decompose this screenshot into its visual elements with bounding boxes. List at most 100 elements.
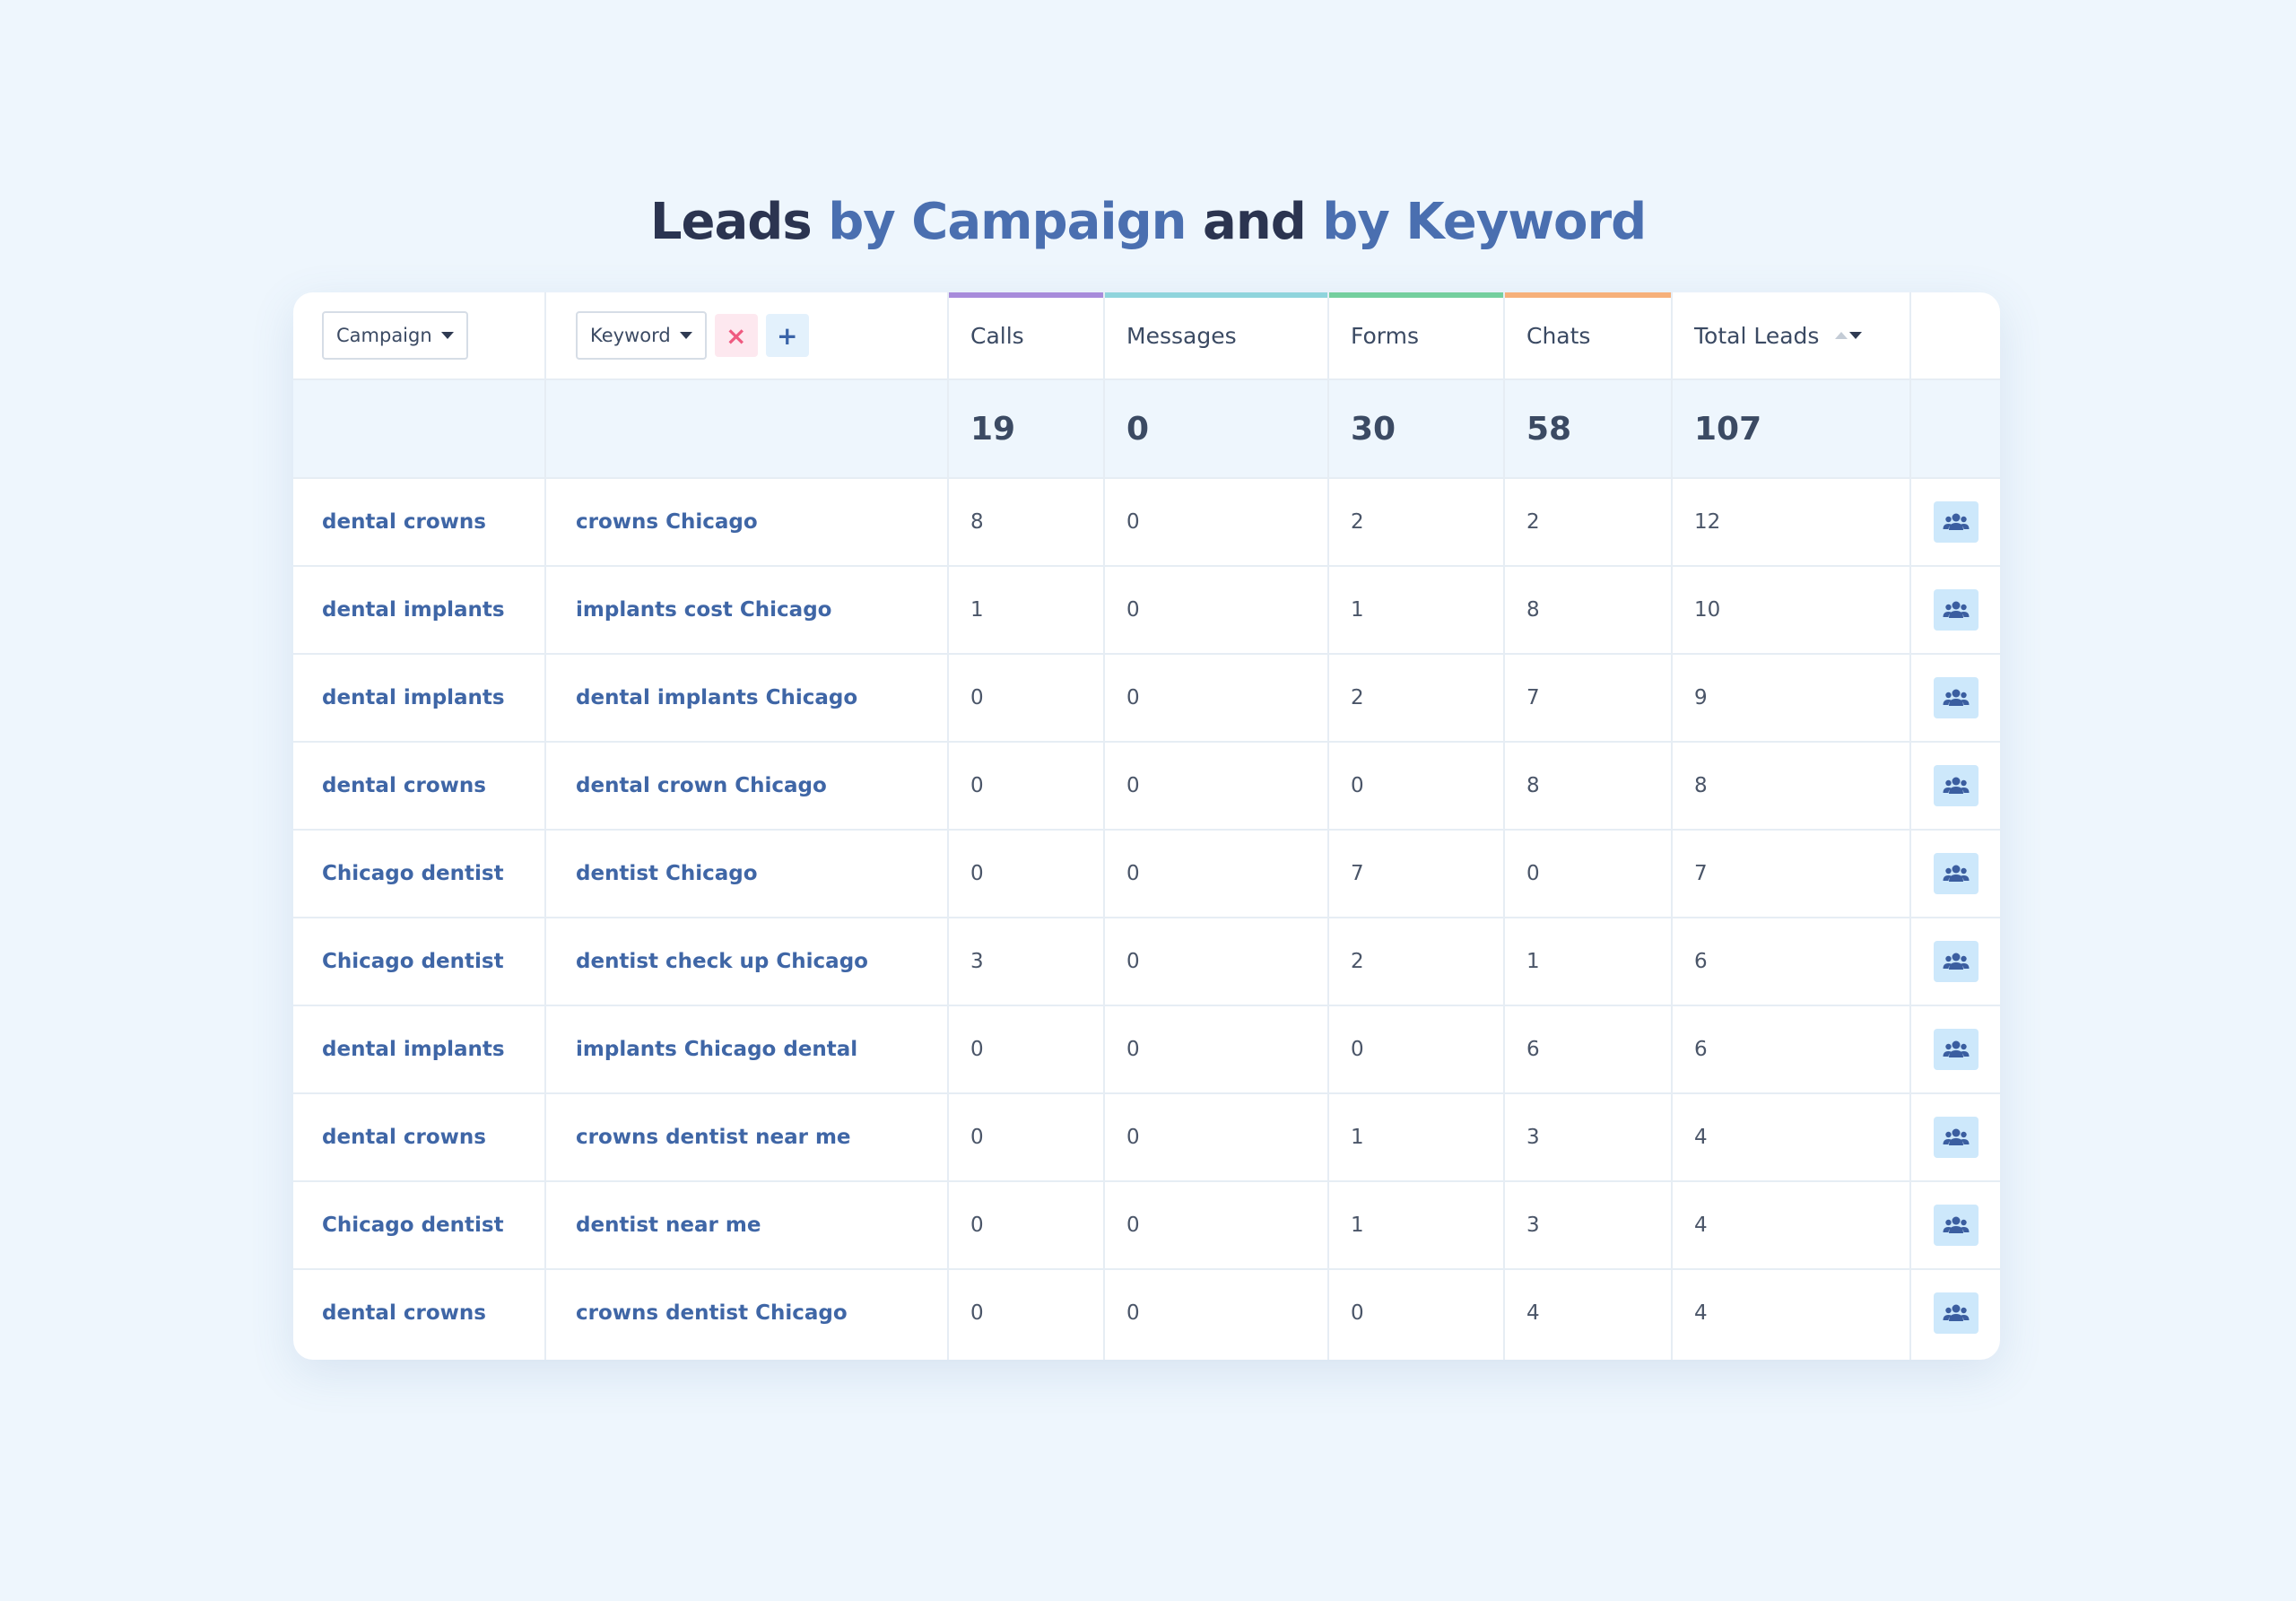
- calls-value: 1: [970, 598, 984, 622]
- campaign-link[interactable]: dental implants: [322, 1038, 505, 1061]
- campaign-link[interactable]: dental crowns: [322, 774, 486, 797]
- column-divider: [1103, 292, 1105, 1360]
- forms-value: 2: [1351, 510, 1364, 534]
- messages-value: 0: [1126, 510, 1140, 534]
- keyword-link[interactable]: dental crown Chicago: [576, 774, 827, 797]
- column-header-chats[interactable]: Chats: [1505, 292, 1673, 378]
- keyword-filter-cell: Keyword × +: [545, 292, 949, 378]
- forms-value: 2: [1351, 686, 1364, 709]
- table-row: Chicago dentist dentist Chicago 0 0 7 0 7: [293, 831, 2000, 918]
- users-icon-svg: [1943, 1216, 1969, 1233]
- total-leads-value: 6: [1694, 1038, 1708, 1061]
- table-row: dental crowns crowns dentist Chicago 0 0 0 4 4: [293, 1270, 2000, 1356]
- chats-value: 0: [1526, 862, 1540, 885]
- chats-value: 7: [1526, 686, 1540, 709]
- forms-accent-bar: [1329, 292, 1505, 298]
- column-header-calls[interactable]: Calls: [949, 292, 1105, 378]
- forms-value: 7: [1351, 862, 1364, 885]
- table-header: Campaign Keyword × + Calls Messages Form…: [293, 292, 2000, 380]
- users-icon-svg: [1943, 1040, 1969, 1057]
- campaign-link[interactable]: dental crowns: [322, 1301, 486, 1325]
- totals-row: 19 0 30 58 107: [293, 380, 2000, 479]
- campaign-link[interactable]: Chicago dentist: [322, 862, 504, 885]
- calls-value: 0: [970, 686, 984, 709]
- view-leads-button[interactable]: [1933, 853, 1979, 894]
- title-and: and: [1186, 193, 1323, 251]
- campaign-filter-cell: Campaign: [293, 292, 544, 378]
- view-leads-button[interactable]: [1933, 1117, 1979, 1158]
- column-divider: [947, 292, 949, 1360]
- row-action-cell: [1911, 1182, 2000, 1268]
- messages-value: 0: [1126, 1301, 1140, 1325]
- campaign-link[interactable]: dental crowns: [322, 1126, 486, 1149]
- users-icon: [1943, 600, 1970, 620]
- table-row: dental implants implants Chicago dental 0 0…: [293, 1006, 2000, 1094]
- calls-value: 0: [970, 1214, 984, 1237]
- messages-accent-bar: [1105, 292, 1329, 298]
- view-leads-button[interactable]: [1933, 677, 1979, 718]
- column-header-calls-label: Calls: [970, 322, 1024, 349]
- column-header-total-leads[interactable]: Total Leads: [1673, 292, 1911, 378]
- keyword-link[interactable]: crowns dentist near me: [576, 1126, 851, 1149]
- campaign-link[interactable]: dental crowns: [322, 510, 486, 534]
- chats-value: 1: [1526, 950, 1540, 973]
- keyword-link[interactable]: dentist near me: [576, 1214, 761, 1237]
- calls-value: 0: [970, 862, 984, 885]
- users-icon-svg: [1943, 953, 1969, 970]
- column-header-actions: [1911, 292, 2000, 378]
- campaign-dropdown[interactable]: Campaign: [322, 311, 468, 360]
- keyword-link[interactable]: crowns dentist Chicago: [576, 1301, 848, 1325]
- keyword-link[interactable]: dentist Chicago: [576, 862, 758, 885]
- view-leads-button[interactable]: [1933, 1205, 1979, 1246]
- keyword-link[interactable]: dental implants Chicago: [576, 686, 858, 709]
- total-leads-value: 9: [1694, 686, 1708, 709]
- totals-campaign-cell: [293, 380, 544, 477]
- chevron-down-icon: [679, 332, 692, 339]
- total-leads: 107: [1694, 410, 1762, 448]
- campaign-link[interactable]: Chicago dentist: [322, 1214, 504, 1237]
- column-header-messages[interactable]: Messages: [1105, 292, 1329, 378]
- chats-value: 3: [1526, 1214, 1540, 1237]
- chats-accent-bar: [1505, 292, 1673, 298]
- view-leads-button[interactable]: [1933, 1292, 1979, 1334]
- view-leads-button[interactable]: [1933, 1029, 1979, 1070]
- view-leads-button[interactable]: [1933, 589, 1979, 631]
- column-divider: [1503, 292, 1505, 1360]
- users-icon-svg: [1943, 1304, 1969, 1321]
- title-by-keyword: by Keyword: [1322, 193, 1647, 251]
- column-header-forms-label: Forms: [1351, 322, 1420, 349]
- forms-value: 0: [1351, 1038, 1364, 1061]
- campaign-link[interactable]: dental implants: [322, 598, 505, 622]
- forms-value: 1: [1351, 1126, 1364, 1149]
- view-leads-button[interactable]: [1933, 501, 1979, 543]
- row-action-cell: [1911, 1270, 2000, 1356]
- view-leads-button[interactable]: [1933, 941, 1979, 982]
- remove-dimension-button[interactable]: ×: [714, 314, 758, 357]
- keyword-link[interactable]: crowns Chicago: [576, 510, 758, 534]
- add-dimension-button[interactable]: +: [765, 314, 809, 357]
- users-icon: [1943, 952, 1970, 971]
- page-title: Leads by Campaign and by Keyword: [0, 193, 2296, 251]
- table-row: dental implants dental implants Chicago 0 0…: [293, 655, 2000, 743]
- keyword-link[interactable]: dentist check up Chicago: [576, 950, 868, 973]
- row-action-cell: [1911, 831, 2000, 917]
- column-header-total-leads-label: Total Leads: [1694, 322, 1820, 349]
- users-icon: [1943, 512, 1970, 532]
- column-header-forms[interactable]: Forms: [1329, 292, 1505, 378]
- view-leads-button[interactable]: [1933, 765, 1979, 806]
- forms-value: 2: [1351, 950, 1364, 973]
- campaign-link[interactable]: dental implants: [322, 686, 505, 709]
- users-icon-svg: [1943, 865, 1969, 882]
- keyword-dropdown[interactable]: Keyword: [576, 311, 707, 360]
- users-icon-svg: [1943, 1128, 1969, 1145]
- keyword-link[interactable]: implants cost Chicago: [576, 598, 832, 622]
- table-row: dental crowns dental crown Chicago 0 0 0 8 8: [293, 743, 2000, 831]
- campaign-link[interactable]: Chicago dentist: [322, 950, 504, 973]
- table-row: dental crowns crowns Chicago 8 0 2 2 12: [293, 479, 2000, 567]
- calls-value: 0: [970, 1301, 984, 1325]
- total-leads-value: 4: [1694, 1301, 1708, 1325]
- users-icon-svg: [1943, 689, 1969, 706]
- sort-icon[interactable]: [1835, 332, 1863, 339]
- chevron-down-icon: [440, 332, 454, 339]
- keyword-link[interactable]: implants Chicago dental: [576, 1038, 858, 1061]
